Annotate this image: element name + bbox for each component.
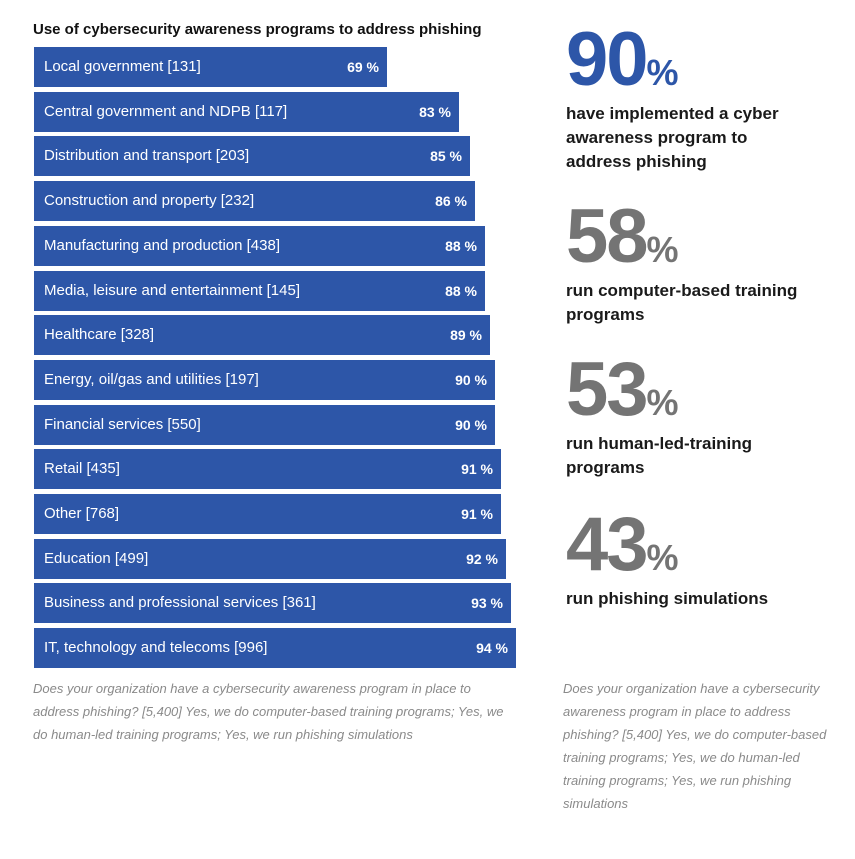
- survey-footnote-right: Does your organization have a cybersecur…: [563, 681, 827, 811]
- stat-phishing-simulations: 43% run phishing simulations: [566, 507, 816, 611]
- bar: Construction and property [232] 86 %: [34, 181, 475, 221]
- bar-value-label: 69 %: [347, 59, 379, 75]
- bar-value-label: 83 %: [419, 104, 451, 120]
- stat-description: run phishing simulations: [566, 589, 769, 608]
- bar-category-label: Other [768]: [44, 505, 120, 522]
- bar: Retail [435] 91 %: [34, 449, 501, 489]
- bar-category-label: Distribution and transport [203]: [44, 147, 250, 164]
- bar-category-label: Financial services [550]: [44, 416, 201, 433]
- bar-category-label: Business and professional services [361]: [44, 594, 316, 611]
- bar: Central government and NDPB [117] 83 %: [34, 92, 459, 132]
- bar: Business and professional services [361]…: [34, 583, 511, 623]
- stat-unit: %: [646, 229, 679, 270]
- stat-number: 53: [566, 347, 649, 432]
- bar-category-label: Central government and NDPB [117]: [44, 103, 288, 120]
- bar: Energy, oil/gas and utilities [197] 90 %: [34, 360, 495, 400]
- bar: Distribution and transport [203] 85 %: [34, 136, 470, 176]
- bar-chart: Local government [131] 69 % Central govern…: [0, 0, 530, 680]
- bar-category-label: Construction and property [232]: [44, 192, 255, 209]
- bar-category-label: IT, technology and telecoms [996]: [44, 639, 268, 656]
- bar-category-label: Energy, oil/gas and utilities [197]: [44, 371, 259, 388]
- bar: Healthcare [328] 89 %: [34, 315, 490, 355]
- bar-value-label: 86 %: [435, 193, 467, 209]
- bar-value-label: 93 %: [471, 595, 503, 611]
- bar-category-label: Manufacturing and production [438]: [44, 237, 280, 254]
- bar: Local government [131] 69 %: [34, 47, 387, 87]
- stat-computer-based: 58% run computer-based training programs: [566, 199, 816, 327]
- bar-value-label: 85 %: [430, 148, 462, 164]
- bar: Financial services [550] 90 %: [34, 405, 495, 445]
- stat-number: 43: [566, 502, 649, 587]
- bar-value-label: 88 %: [445, 238, 477, 254]
- chart-title: Use of cybersecurity awareness programs …: [33, 21, 482, 38]
- stat-description: run human-led-training programs: [566, 434, 753, 477]
- bar-category-label: Media, leisure and entertainment [145]: [44, 282, 300, 299]
- bar: IT, technology and telecoms [996] 94 %: [34, 628, 516, 668]
- bar: Manufacturing and production [438] 88 %: [34, 226, 485, 266]
- survey-footnote-left: Does your organization have a cybersecur…: [33, 681, 504, 742]
- bar-category-label: Education [499]: [44, 550, 149, 567]
- stat-description: run computer-based training programs: [566, 281, 798, 324]
- bar-category-label: Local government [131]: [44, 58, 201, 75]
- bar: Education [499] 92 %: [34, 539, 506, 579]
- bar-value-label: 92 %: [466, 551, 498, 567]
- stat-human-led: 53% run human-led-training programs: [566, 352, 816, 480]
- stat-unit: %: [646, 382, 679, 423]
- bar-value-label: 91 %: [461, 506, 493, 522]
- bar-value-label: 90 %: [455, 372, 487, 388]
- stat-number: 90: [566, 17, 649, 102]
- bar-category-label: Retail [435]: [44, 460, 120, 477]
- bar-category-label: Healthcare [328]: [44, 326, 155, 343]
- bar: Other [768] 91 %: [34, 494, 501, 534]
- bar-value-label: 90 %: [455, 417, 487, 433]
- stat-description: have implemented a cyber awareness progr…: [566, 104, 779, 171]
- bar-value-label: 88 %: [445, 283, 477, 299]
- stat-implemented: 90% have implemented a cyber awareness p…: [566, 22, 816, 174]
- stat-unit: %: [646, 52, 679, 93]
- stat-unit: %: [646, 537, 679, 578]
- bar-value-label: 94 %: [476, 640, 508, 656]
- bar-value-label: 91 %: [461, 461, 493, 477]
- bar-value-label: 89 %: [450, 327, 482, 343]
- stat-number: 58: [566, 194, 649, 279]
- bar: Media, leisure and entertainment [145] 88…: [34, 271, 485, 311]
